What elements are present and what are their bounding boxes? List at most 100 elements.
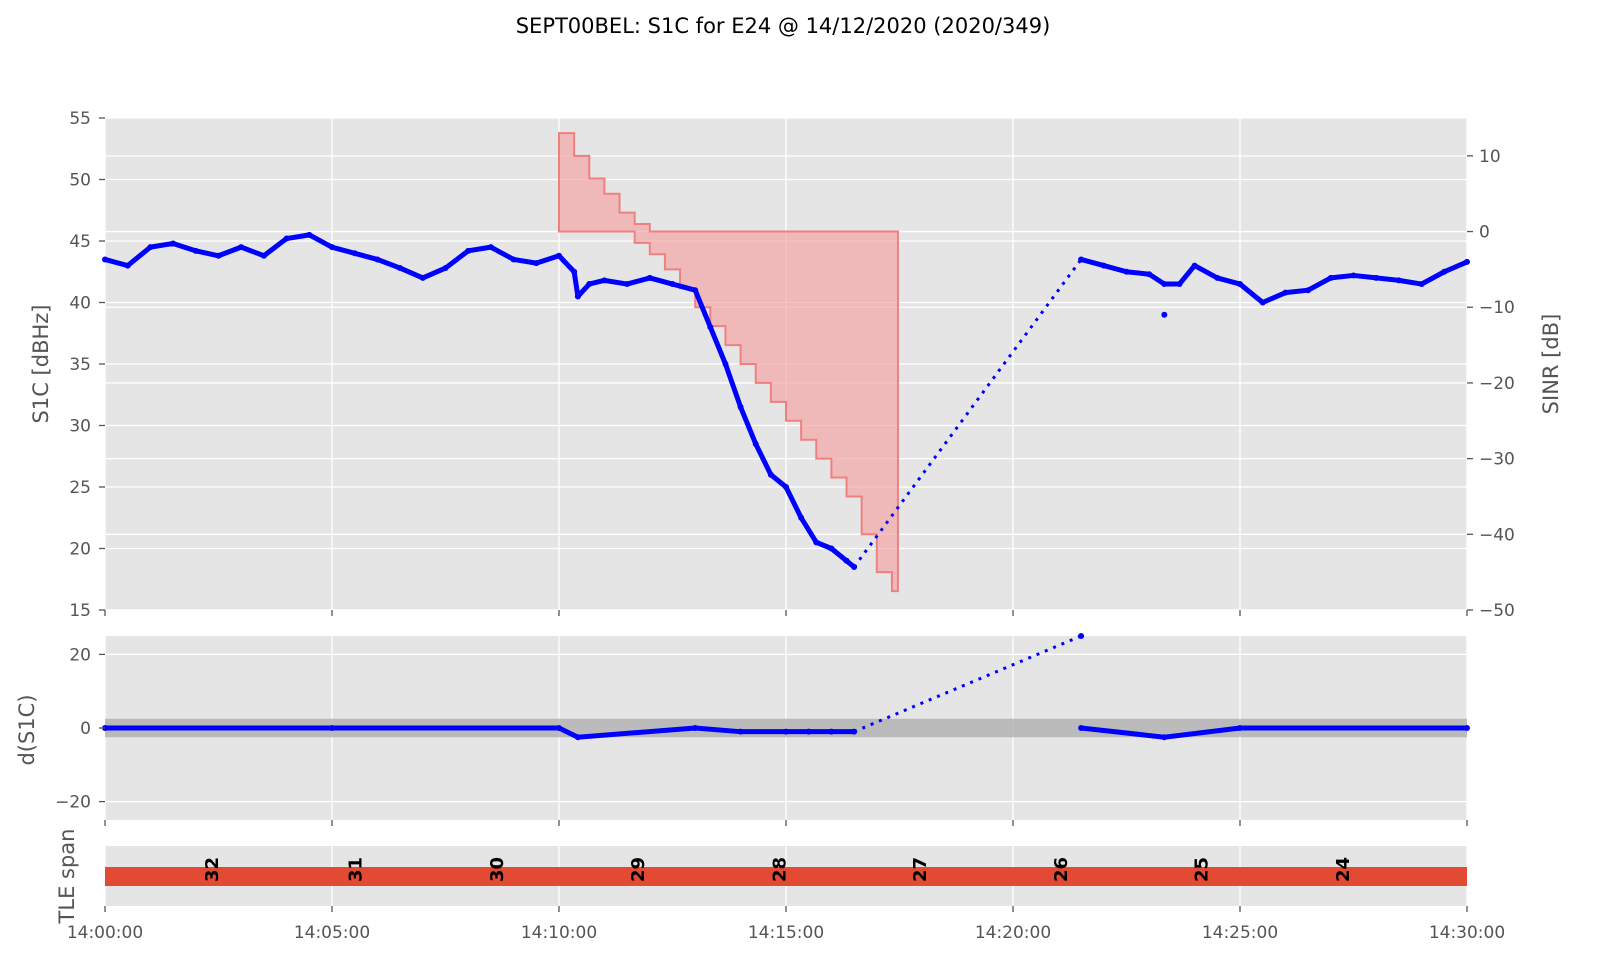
s1c-point [329,244,335,251]
sinr-step-area [558,132,899,593]
y-tick-label: 35 [69,355,91,375]
y-tick-label: 30 [69,417,91,437]
s1c-point [1123,268,1130,275]
derivative-point [1161,734,1168,741]
s1c-point [260,252,267,259]
s1c-point [1441,268,1448,275]
s1c-point [147,244,154,251]
s1c-point [586,281,593,288]
tle-y-label: TLE span [55,829,79,925]
y2-tick-label: −20 [1479,374,1515,394]
s1c-point [283,235,290,242]
s1c-y-label: S1C [dBHz] [29,305,53,424]
s1c-point [487,244,494,251]
sinr-area [558,132,899,593]
s1c-point [1176,281,1183,288]
x-tick-label: 14:30:00 [1429,923,1505,943]
sinr-y-label: SINR [dB] [1539,314,1563,415]
y-tick-label: 40 [69,294,91,314]
s1c-point [102,256,108,263]
derivative-point [737,728,744,735]
derivative-y-ticks: 20 0 −20 [55,645,105,813]
y-tick-label: 55 [69,109,91,129]
derivative-point [1078,633,1085,639]
s1c-point [669,281,676,288]
tle-span-label: 27 [910,857,931,882]
s1c-point [397,265,404,272]
s1c-point [1214,274,1221,281]
s1c-point [1418,281,1425,288]
derivative-point [556,725,562,731]
y-tick-label: 45 [69,232,91,252]
s1c-point [1237,281,1243,288]
tle-span-label: 32 [202,857,223,882]
s1c-point [306,231,313,238]
s1c-point [646,274,653,281]
s1c-point [1327,274,1334,281]
s1c-point [374,256,381,263]
s1c-point [442,265,449,272]
s1c-point [215,252,222,259]
tle-span-label: 28 [769,857,790,882]
s1c-point [556,252,562,259]
derivative-series [102,633,1470,741]
s1c-point [465,247,472,254]
s1c-point [722,361,729,367]
s1c-point [419,274,426,281]
tle-span-label: 25 [1192,857,1213,882]
s1c-point [571,268,578,275]
s1c-panel: 15 20 25 30 35 40 45 50 55 10 0 −10 −20 −30 −40 −50 S1… [29,109,1563,621]
derivative-point [692,725,699,731]
s1c-point [533,260,540,267]
y-tick-label: −20 [55,793,91,813]
y-tick-label: 20 [69,645,91,665]
tle-span-labels: 32 31 30 29 28 27 26 25 24 [202,857,1354,882]
s1c-point [1161,281,1168,288]
s1c-point [843,557,850,564]
derivative-y-label: d(S1C) [15,694,39,765]
derivative-point [828,728,835,735]
x-tick-label: 14:10:00 [521,923,597,943]
tle-span-bar [105,867,1467,886]
tle-panel: 32 31 30 29 28 27 26 25 24 TLE span [55,829,1468,925]
y2-tick-label: 10 [1479,147,1501,167]
tle-span-label: 31 [346,857,367,882]
x-tick-label: 14:20:00 [975,923,1051,943]
x-tick-label: 14:15:00 [748,923,824,943]
derivative-line-segment-0 [105,725,855,740]
s1c-point [1282,289,1289,296]
derivative-point [574,734,581,741]
s1c-point [1373,274,1380,281]
s1c-point [238,244,245,251]
y-tick-label: 50 [69,171,91,191]
s1c-point [1191,262,1198,269]
x-tick-label: 14:25:00 [1202,923,1278,943]
s1c-point [351,250,358,257]
x-tick-label: 14:00:00 [67,923,143,943]
tle-span-label: 26 [1051,857,1072,882]
tle-span-label: 29 [628,857,649,882]
derivative-point [805,728,812,735]
s1c-point [707,324,714,331]
s1c-point [767,471,774,478]
tle-span-label: 24 [1333,857,1354,882]
tle-span-label: 30 [487,857,508,882]
shared-x-axis: 14:00:00 14:05:00 14:10:00 14:15:00 14:20:00… [67,610,1505,943]
s1c-point [124,262,131,269]
s1c-gap-connector [852,258,1083,568]
s1c-point [813,539,820,546]
s1c-point [783,484,789,490]
sinr-y-ticks: 10 0 −10 −20 −30 −40 −50 [1467,147,1515,621]
derivative-panel: 20 0 −20 d(S1C) [15,633,1470,820]
derivative-point [1237,725,1243,731]
s1c-point [1146,271,1153,278]
s1c-point [510,256,517,263]
s1c-point [1395,277,1402,284]
s1c-dip-point [1161,311,1168,318]
y-tick-label: 0 [80,719,91,739]
s1c-y-ticks: 15 20 25 30 35 40 45 50 55 [69,109,105,621]
figure-title: SEPT00BEL: S1C for E24 @ 14/12/2020 (202… [516,14,1051,38]
s1c-point [1259,299,1266,306]
derivative-point [329,725,335,731]
s1c-point [828,545,835,552]
